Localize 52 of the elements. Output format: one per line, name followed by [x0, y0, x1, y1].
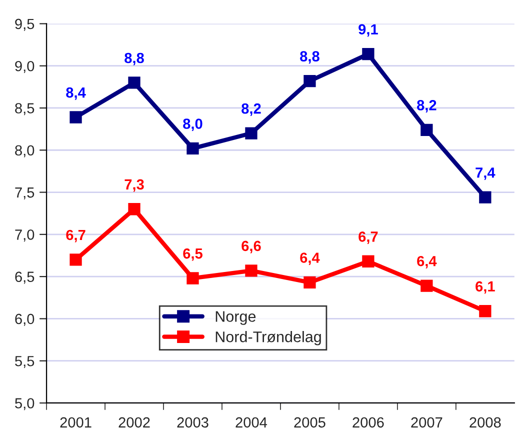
point	[479, 305, 492, 318]
data-label: 8,2	[242, 103, 261, 116]
point	[186, 142, 199, 155]
x-tick-label: 2006	[352, 417, 384, 428]
y-tick-label: 7,5	[15, 188, 34, 200]
legend-label: Norge	[216, 311, 256, 325]
x-tick-label: 2001	[60, 417, 92, 428]
point	[420, 124, 433, 136]
y-tick-label: 9,0	[15, 60, 34, 73]
point	[420, 280, 433, 292]
data-label: 6,4	[417, 256, 437, 268]
data-label: 8,0	[183, 118, 202, 132]
data-label: 8,4	[66, 87, 86, 100]
x-tick-label: 2004	[236, 417, 268, 428]
y-tick-label: 5,5	[15, 356, 34, 368]
y-tick-label: 5,0	[15, 398, 34, 410]
y-tick-label: 6,0	[15, 314, 34, 326]
point	[186, 272, 199, 284]
data-label: 6,4	[300, 252, 320, 266]
y-tick-label: 6,5	[15, 272, 34, 284]
y-tick-label: 9,5	[15, 18, 34, 31]
x-tick-label: 2002	[118, 417, 150, 428]
data-label: 6,5	[183, 248, 202, 261]
data-label: 7,4	[476, 168, 496, 180]
data-label: 8,8	[124, 52, 144, 66]
x-tick-label: 2007	[411, 417, 442, 428]
point	[128, 203, 140, 216]
point	[245, 127, 258, 140]
data-label: 8,2	[417, 100, 436, 112]
point	[479, 191, 492, 204]
y-tick-label: 8,0	[15, 145, 34, 158]
x-tick-label: 2003	[177, 417, 208, 428]
point	[70, 111, 82, 124]
data-label: 6,1	[476, 281, 495, 294]
y-tick-label: 8,5	[15, 103, 34, 116]
data-label: 7,3	[124, 179, 144, 192]
x-tick-label: 2005	[294, 417, 326, 428]
point	[70, 254, 82, 266]
data-label: 6,7	[66, 230, 86, 242]
point	[128, 76, 140, 89]
point	[362, 48, 374, 60]
legend-label: Nord-Trøndelag	[216, 331, 321, 346]
data-label: 6,6	[242, 240, 261, 254]
point	[245, 264, 258, 277]
point	[362, 255, 374, 268]
data-label: 9,1	[358, 24, 378, 37]
data-label: 8,8	[300, 51, 320, 64]
y-tick-label: 7,0	[15, 230, 34, 242]
point	[304, 276, 316, 289]
data-label: 6,7	[358, 232, 378, 244]
point	[304, 74, 316, 88]
x-tick-label: 2008	[470, 417, 501, 428]
